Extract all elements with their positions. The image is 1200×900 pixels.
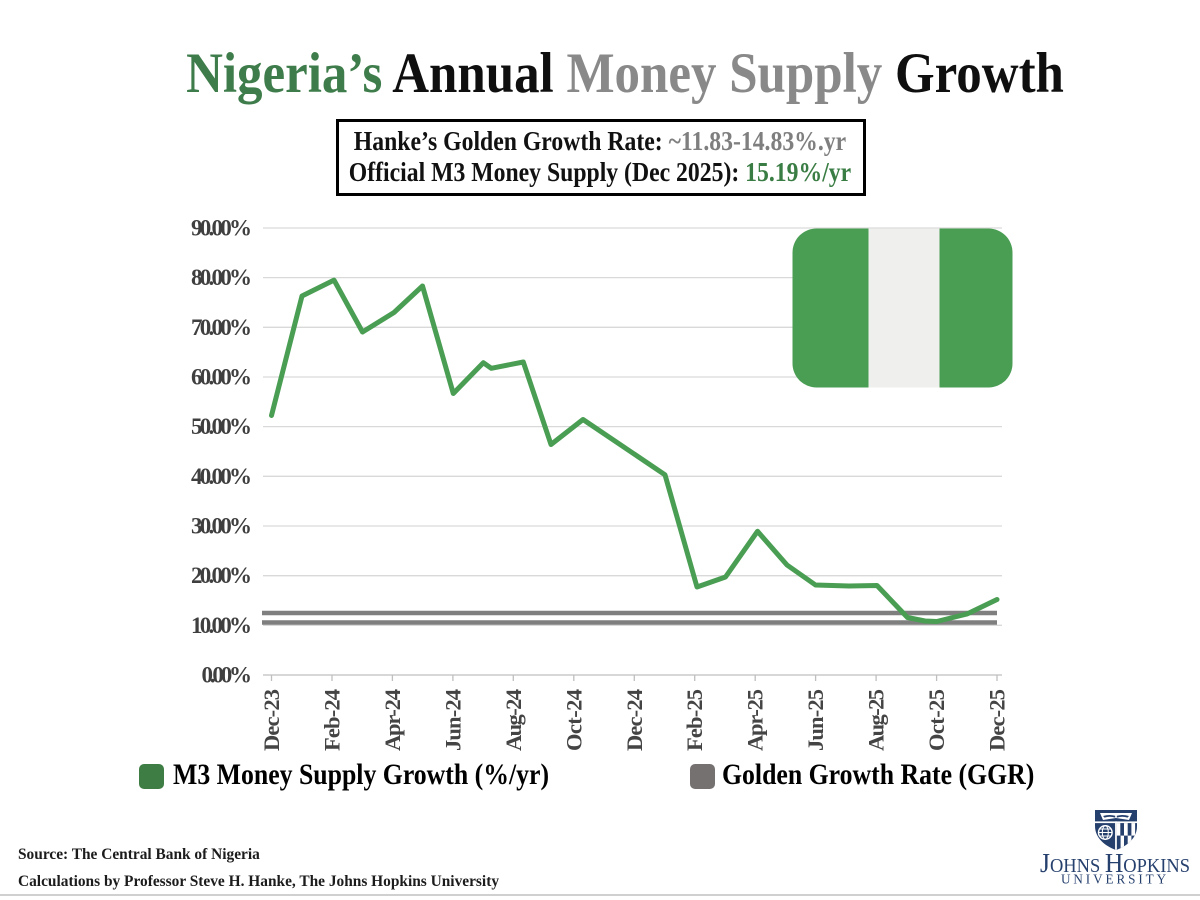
svg-text:10.00%: 10.00% bbox=[191, 613, 252, 638]
svg-text:0.00%: 0.00% bbox=[202, 663, 253, 688]
svg-text:20.00%: 20.00% bbox=[191, 563, 252, 588]
svg-text:Dec-25: Dec-25 bbox=[985, 689, 1010, 751]
svg-text:50.00%: 50.00% bbox=[191, 414, 252, 439]
svg-text:Aug-25: Aug-25 bbox=[864, 689, 889, 751]
svg-text:80.00%: 80.00% bbox=[191, 265, 252, 290]
svg-text:30.00%: 30.00% bbox=[191, 514, 252, 539]
svg-text:Dec-23: Dec-23 bbox=[259, 689, 284, 751]
svg-text:Apr-25: Apr-25 bbox=[743, 689, 768, 751]
svg-text:60.00%: 60.00% bbox=[191, 365, 252, 390]
svg-text:Oct-24: Oct-24 bbox=[561, 689, 586, 751]
svg-text:90.00%: 90.00% bbox=[191, 216, 252, 241]
svg-text:Aug-24: Aug-24 bbox=[501, 689, 526, 751]
svg-text:Oct-25: Oct-25 bbox=[924, 689, 949, 751]
svg-text:Feb-24: Feb-24 bbox=[320, 689, 345, 751]
svg-text:70.00%: 70.00% bbox=[191, 315, 252, 340]
svg-text:40.00%: 40.00% bbox=[191, 464, 252, 489]
svg-text:UNIVERSITY: UNIVERSITY bbox=[1061, 872, 1169, 887]
svg-text:Jun-24: Jun-24 bbox=[440, 689, 465, 751]
svg-text:Feb-25: Feb-25 bbox=[682, 689, 707, 751]
svg-text:Dec-24: Dec-24 bbox=[622, 689, 647, 751]
svg-text:Jun-25: Jun-25 bbox=[803, 689, 828, 751]
svg-text:Apr-24: Apr-24 bbox=[380, 689, 405, 751]
